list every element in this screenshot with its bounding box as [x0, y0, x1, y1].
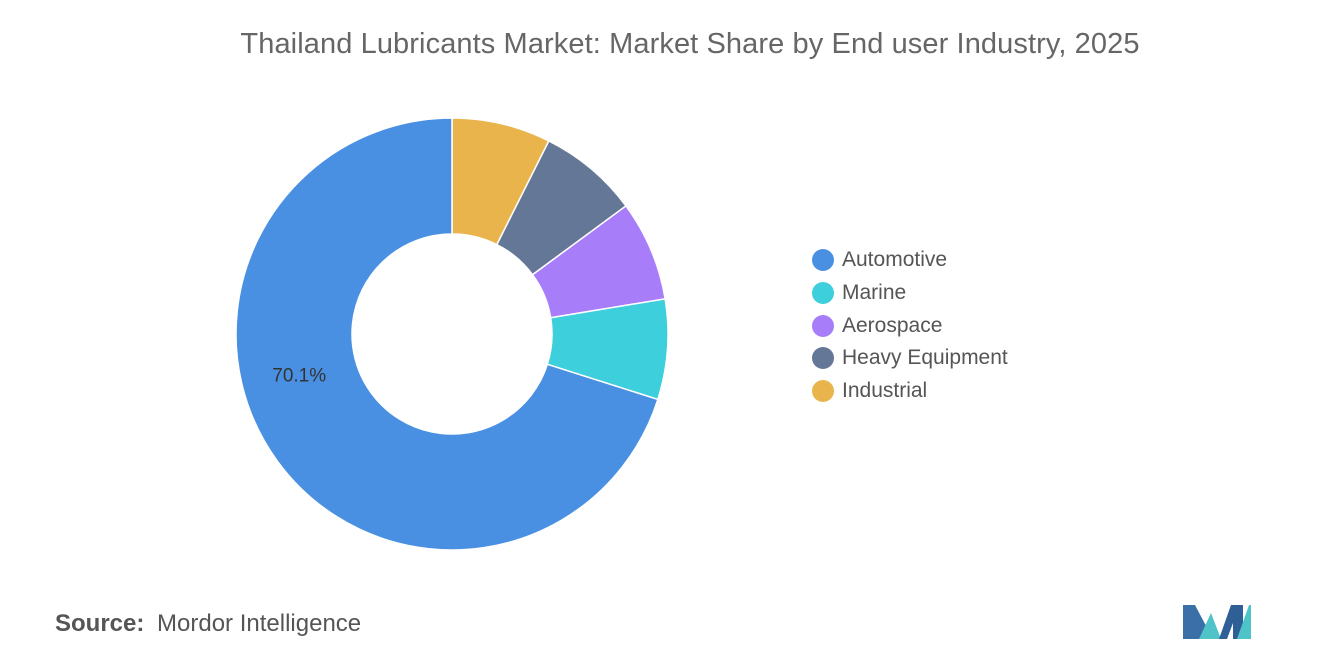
mordor-intelligence-logo [1183, 605, 1251, 639]
legend-label: Aerospace [842, 313, 943, 337]
legend-label: Industrial [842, 379, 928, 403]
legend-item-automotive: Automotive [812, 244, 1008, 277]
legend-swatch [812, 347, 834, 370]
legend-label: Automotive [842, 248, 948, 272]
source-name: Mordor Intelligence [157, 610, 362, 637]
legend-label: Marine [842, 281, 907, 305]
slice-label-automotive: 70.1% [272, 366, 326, 387]
legend-swatch [812, 380, 834, 403]
legend-item-heavy-equipment: Heavy Equipment [812, 342, 1008, 375]
legend-swatch [812, 314, 834, 337]
slice-automotive [235, 117, 659, 551]
legend-swatch [812, 249, 834, 272]
legend-label: Heavy Equipment [842, 346, 1008, 370]
donut-slices [235, 117, 669, 551]
legend-item-industrial: Industrial [812, 375, 1008, 408]
chart-title: Thailand Lubricants Market: Market Share… [240, 28, 1140, 60]
legend-item-aerospace: Aerospace [812, 309, 1008, 342]
legend-item-marine: Marine [812, 277, 1008, 310]
source-label: Source: [55, 610, 145, 637]
chart-legend: Automotive Marine Aerospace Heavy Equipment… [812, 244, 1008, 407]
source-note: Source: Mordor Intelligence [55, 610, 361, 638]
slice-labels: 70.1% [272, 366, 326, 387]
legend-swatch [812, 282, 834, 305]
